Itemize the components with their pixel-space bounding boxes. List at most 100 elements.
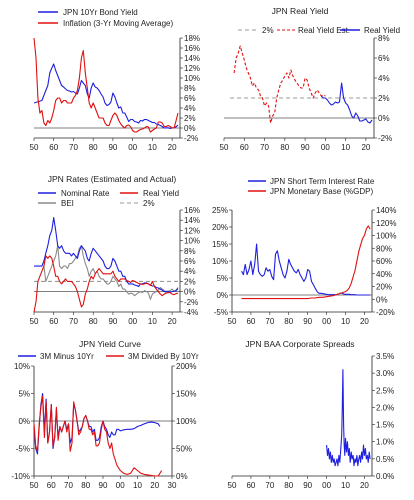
legend-label-real-yield: Real Yield xyxy=(364,26,400,35)
right-axis-tick-label: -20% xyxy=(376,308,395,317)
x-axis-tick-label: 60 xyxy=(47,481,56,490)
right-axis-tick-label: 0% xyxy=(176,472,188,481)
x-axis-tick-label: 60 xyxy=(246,317,255,326)
x-axis-tick-label: 20 xyxy=(361,143,370,152)
x-axis-tick-label: 20 xyxy=(360,317,369,326)
series-line-jpn-monetary-base-gdp- xyxy=(241,225,371,300)
legend-label-short-rate: JPN Short Term Interest Rate xyxy=(270,177,375,186)
x-axis-tick-label: 80 xyxy=(89,143,98,152)
right-axis-tick-label: 50% xyxy=(176,445,192,454)
x-axis-tick-label: 00 xyxy=(128,317,137,326)
right-axis-tick-label: 60% xyxy=(376,257,392,266)
legend-label-2pct-c3: 2% xyxy=(143,199,155,208)
x-axis-tick-label: 20 xyxy=(168,317,177,326)
chart-title-real-yield: JPN Real Yield xyxy=(272,6,329,16)
x-axis-tick-label: 80 xyxy=(284,317,293,326)
right-axis-tick-label: 100% xyxy=(376,232,396,241)
left-axis-tick-label: -5% xyxy=(214,308,228,317)
right-axis-tick-label: -2% xyxy=(184,134,198,143)
series-line-3m-divided-by-10yr xyxy=(33,395,163,477)
right-axis-tick-label: 12% xyxy=(184,64,200,73)
right-axis-tick-label: 10% xyxy=(184,74,200,83)
series-line-jpn-short-term-interest-rate xyxy=(241,243,371,296)
legend-label-3m-div-10yr: 3M Divided By 10Yr xyxy=(128,352,199,361)
x-axis-tick-label: 20 xyxy=(360,481,369,490)
x-axis-tick-label: 10 xyxy=(341,481,350,490)
legend-label-monetary-base: JPN Monetary Base (%GDP) xyxy=(270,187,373,196)
right-axis-tick-label: 0% xyxy=(378,114,390,123)
left-axis-tick-label: 5% xyxy=(18,390,30,399)
x-axis-tick-label: 10 xyxy=(148,317,157,326)
series-line-real-yield xyxy=(33,255,179,313)
left-axis-tick-label: -10% xyxy=(11,472,30,481)
x-axis-tick-label: 70 xyxy=(265,317,274,326)
right-axis-tick-label: 14% xyxy=(184,54,200,63)
x-axis-tick-label: 00 xyxy=(128,143,137,152)
series-line-real-yield-est- xyxy=(233,45,326,124)
left-axis-tick-label: 5% xyxy=(216,274,228,283)
right-axis-tick-label: 12% xyxy=(184,226,200,235)
legend-label-3m-minus-10yr: 3M Minus 10Yr xyxy=(40,352,94,361)
right-axis-tick-label: 20% xyxy=(376,283,392,292)
right-axis-tick-label: -2% xyxy=(184,298,198,307)
x-axis-tick-label: 90 xyxy=(303,481,312,490)
chart-yield-curve: JPN Yield Curve 3M Minus 10Yr 3M Divided… xyxy=(11,339,199,490)
x-axis-tick-label: 80 xyxy=(284,481,293,490)
x-axis-tick-label: 20 xyxy=(168,143,177,152)
legend-label-real-yield-est: Real Yield Est. xyxy=(298,26,350,35)
right-axis-tick-label: 1.0% xyxy=(376,438,394,447)
x-axis-tick-label: 20 xyxy=(150,481,159,490)
x-axis-tick-label: 00 xyxy=(322,317,331,326)
right-axis-tick-label: 8% xyxy=(378,34,390,43)
x-axis-tick-label: 10 xyxy=(341,317,350,326)
x-axis-tick-label: 70 xyxy=(260,143,269,152)
series-line-inflation-3-yr-moving-average- xyxy=(33,37,179,133)
x-axis-tick-label: 50 xyxy=(228,481,237,490)
right-axis-tick-label: 10% xyxy=(184,237,200,246)
right-axis-tick-label: 40% xyxy=(376,270,392,279)
left-axis-tick-label: 10% xyxy=(212,257,228,266)
chart-baa-spreads: JPN BAA Corporate Spreads 3.5% 3.0% 2.5% 2.… xyxy=(228,339,395,490)
right-axis-tick-label: 2% xyxy=(184,114,196,123)
x-axis-tick-label: 70 xyxy=(64,481,73,490)
x-axis-tick-label: 60 xyxy=(246,481,255,490)
legend-label-nominal-rate: Nominal Rate xyxy=(61,189,110,198)
legend-label-2pct: 2% xyxy=(262,26,274,35)
x-axis-tick-label: 60 xyxy=(240,143,249,152)
right-axis-tick-label: 100% xyxy=(176,417,196,426)
right-axis-tick-label: 120% xyxy=(376,219,396,228)
right-axis-tick-label: 3.0% xyxy=(376,369,394,378)
right-axis-tick-label: 200% xyxy=(176,362,196,371)
right-axis-tick-label: 8% xyxy=(184,84,196,93)
right-axis-tick-label: -4% xyxy=(184,308,198,317)
right-axis-tick-label: 6% xyxy=(184,257,196,266)
right-axis-tick-label: 150% xyxy=(176,390,196,399)
x-axis-tick-label: 70 xyxy=(265,481,274,490)
right-axis-tick-label: 0% xyxy=(184,124,196,133)
legend-label-bond-yield: JPN 10Yr Bond Yield xyxy=(63,8,138,17)
x-axis-tick-label: 10 xyxy=(148,143,157,152)
x-axis-tick-label: 00 xyxy=(116,481,125,490)
x-axis-tick-label: 50 xyxy=(228,317,237,326)
chart-title-rates: JPN Rates (Estimated and Actual) xyxy=(48,174,177,184)
right-axis-tick-label: 0% xyxy=(376,295,388,304)
right-axis-tick-label: 1.5% xyxy=(376,421,394,430)
legend-label-inflation: Inflation (3-Yr Moving Average) xyxy=(63,19,173,28)
left-axis-tick-label: 0% xyxy=(216,291,228,300)
x-axis-tick-label: 90 xyxy=(301,143,310,152)
chart-title-yield-curve: JPN Yield Curve xyxy=(79,339,141,349)
x-axis-tick-label: 30 xyxy=(168,481,177,490)
left-axis-tick-label: 0% xyxy=(18,417,30,426)
right-axis-tick-label: 16% xyxy=(184,44,200,53)
left-axis-tick-label: 15% xyxy=(212,240,228,249)
x-axis-tick-label: 90 xyxy=(108,143,117,152)
chart-short-rate-monetary-base: JPN Short Term Interest Rate JPN Monetar… xyxy=(212,177,396,326)
right-axis-tick-label: 2% xyxy=(184,277,196,286)
x-axis-tick-label: 50 xyxy=(30,481,39,490)
x-axis-tick-label: 00 xyxy=(322,481,331,490)
right-axis-tick-label: 0.0% xyxy=(376,472,394,481)
right-axis-tick-label: 0% xyxy=(184,288,196,297)
right-axis-tick-label: 4% xyxy=(184,104,196,113)
series-line-real-yield xyxy=(320,82,373,124)
